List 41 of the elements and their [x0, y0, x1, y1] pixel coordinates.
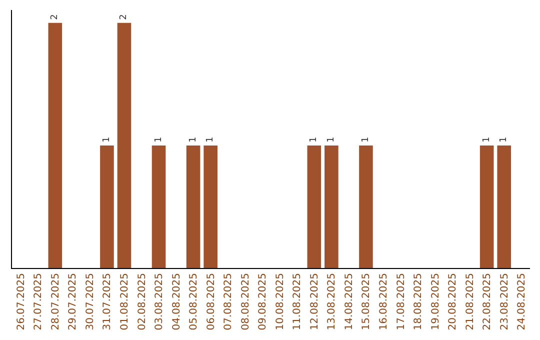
x-tick-label: 03.08.2025 — [154, 273, 166, 330]
x-tick-label: 28.07.2025 — [50, 273, 62, 330]
data-label: 1 — [326, 136, 336, 142]
x-tick-label: 10.08.2025 — [274, 273, 286, 330]
x-tick-label: 01.08.2025 — [119, 273, 130, 330]
data-label: 1 — [154, 136, 164, 142]
x-tick-label: 17.08.2025 — [396, 273, 407, 330]
x-tick-label: 04.08.2025 — [171, 273, 182, 330]
x-tick-label: 12.08.2025 — [309, 273, 320, 330]
x-tick-label: 11.08.2025 — [292, 273, 304, 330]
data-label: 1 — [499, 136, 510, 142]
x-tick-label: 05.08.2025 — [188, 273, 200, 330]
x-tick-label: 31.07.2025 — [102, 273, 114, 330]
data-label: 1 — [188, 136, 198, 142]
data-label: 2 — [50, 14, 60, 20]
data-label: 1 — [360, 136, 371, 142]
x-tick-label: 15.08.2025 — [361, 273, 372, 330]
x-tick-label: 16.08.2025 — [378, 273, 390, 330]
x-tick-label: 29.07.2025 — [68, 273, 79, 330]
x-tick-label: 06.08.2025 — [206, 273, 217, 330]
x-tick-label: 02.08.2025 — [136, 273, 148, 330]
x-tick-label: 18.08.2025 — [413, 273, 424, 330]
x-tick-label: 23.08.2025 — [499, 273, 510, 330]
x-tick-label: 19.08.2025 — [430, 273, 442, 330]
x-tick-label: 21.08.2025 — [464, 273, 476, 330]
data-label: 1 — [482, 136, 492, 142]
x-tick-label: 14.08.2025 — [344, 273, 355, 330]
data-label: 1 — [206, 136, 216, 142]
x-tick-label: 20.08.2025 — [448, 273, 459, 330]
x-tick-label: 13.08.2025 — [326, 273, 338, 330]
x-tick-label: 27.07.2025 — [33, 273, 44, 330]
data-label: 1 — [102, 136, 112, 142]
x-tick-label: 07.08.2025 — [223, 273, 234, 330]
x-tick-label: 24.08.2025 — [516, 273, 528, 330]
data-label: 1 — [309, 136, 320, 142]
data-label: 2 — [119, 14, 130, 20]
x-tick-label: 09.08.2025 — [258, 273, 269, 330]
x-tick-label: 22.08.2025 — [482, 273, 494, 330]
x-tick-label: 30.07.2025 — [84, 273, 96, 330]
x-tick-label: 26.07.2025 — [16, 273, 27, 330]
x-tick-label: 08.08.2025 — [240, 273, 252, 330]
